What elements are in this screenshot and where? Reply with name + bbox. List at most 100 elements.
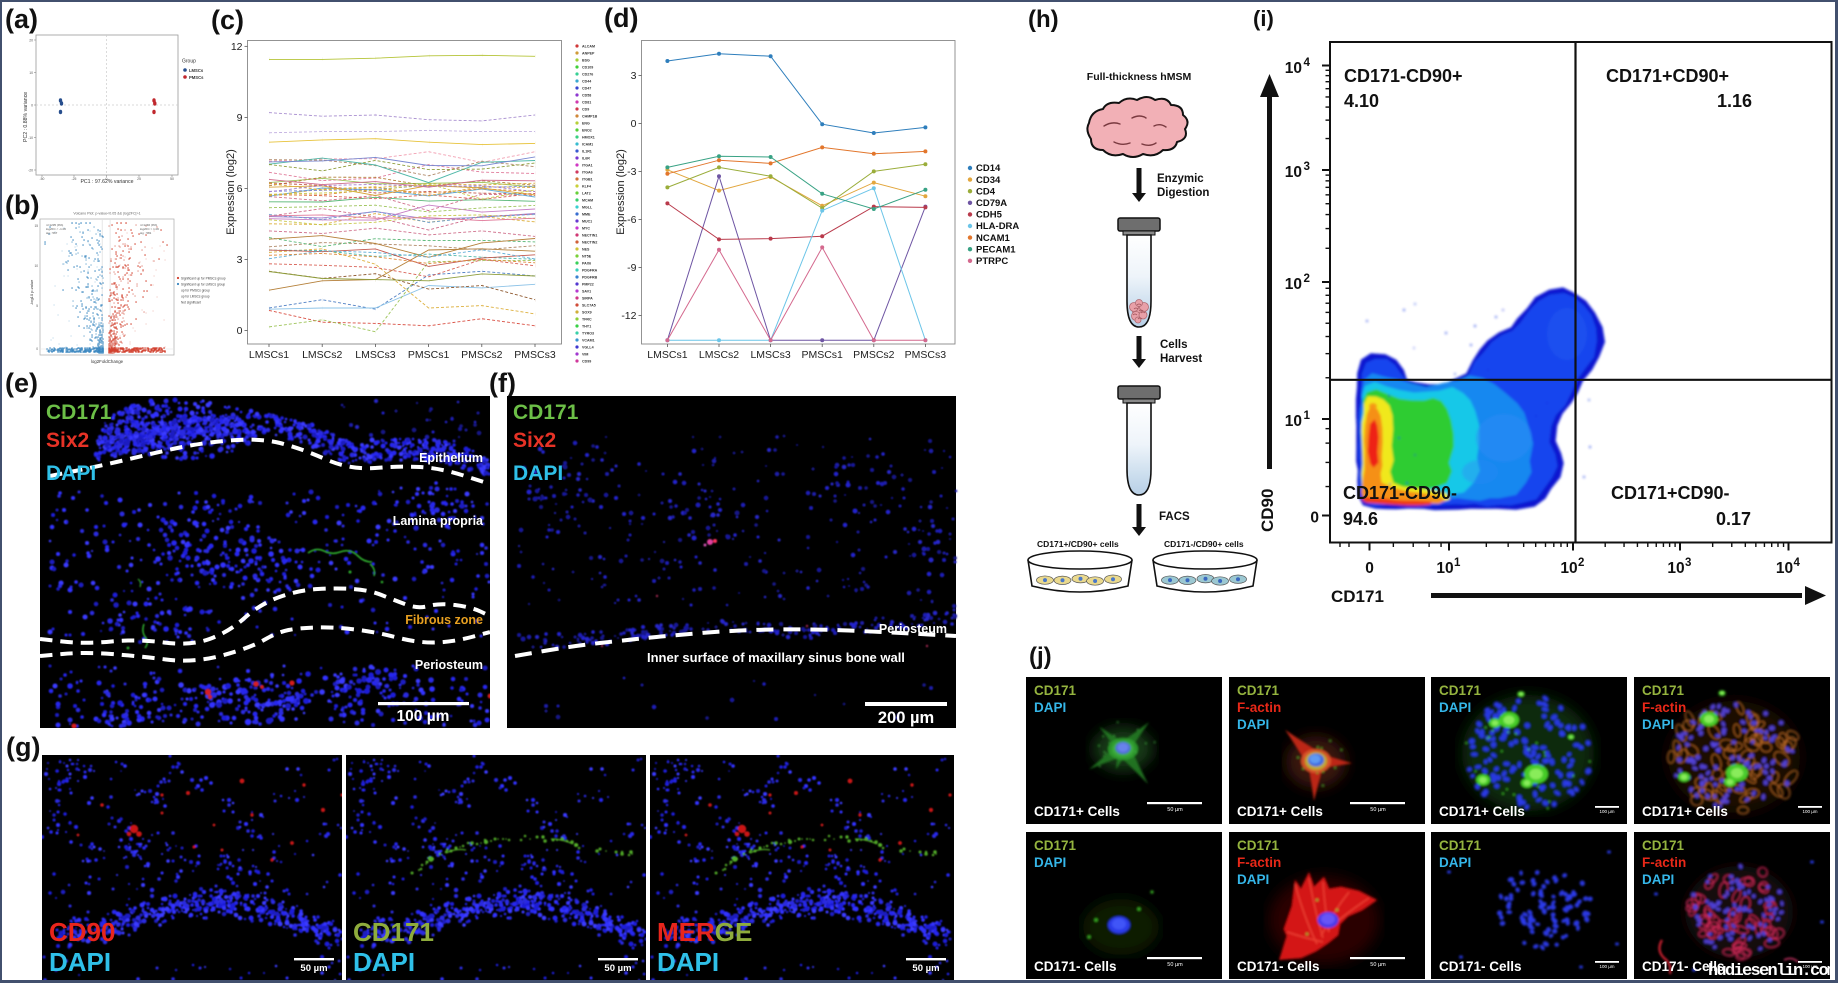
svg-text:PMSCs2: PMSCs2 bbox=[853, 349, 895, 361]
svg-text:1: 1 bbox=[1304, 409, 1311, 422]
svg-text:log2FC < -1.06: log2FC < -1.06 bbox=[46, 227, 66, 231]
svg-text:CD90: CD90 bbox=[49, 917, 115, 947]
svg-text:DAPI: DAPI bbox=[513, 462, 563, 485]
svg-text:CD4: CD4 bbox=[976, 186, 996, 197]
svg-text:Cells: Cells bbox=[1160, 339, 1188, 351]
svg-text:CD171: CD171 bbox=[1237, 838, 1280, 853]
svg-text:PDGFRA: PDGFRA bbox=[582, 269, 598, 273]
svg-text:ENO2: ENO2 bbox=[582, 129, 592, 133]
svg-text:F-actin: F-actin bbox=[1237, 700, 1281, 715]
svg-text:CD44: CD44 bbox=[582, 80, 591, 84]
svg-text:PMSCs1: PMSCs1 bbox=[408, 349, 450, 361]
svg-text:CD171-/CD90+ cells: CD171-/CD90+ cells bbox=[1164, 539, 1244, 549]
svg-text:(j): (j) bbox=[1029, 643, 1052, 670]
svg-text:Six2: Six2 bbox=[513, 429, 556, 452]
svg-text:2: 2 bbox=[1578, 557, 1584, 569]
svg-text:-10: -10 bbox=[28, 136, 33, 140]
svg-text:Significant up for PMSCs group: Significant up for PMSCs group bbox=[181, 277, 226, 281]
svg-text:10: 10 bbox=[1285, 60, 1302, 77]
svg-text:CD171: CD171 bbox=[513, 401, 579, 424]
svg-text:-25: -25 bbox=[72, 177, 77, 181]
svg-text:CD171: CD171 bbox=[353, 917, 434, 947]
svg-text:CD171-CD90-: CD171-CD90- bbox=[1343, 483, 1457, 503]
svg-text:10: 10 bbox=[29, 71, 33, 75]
svg-text:5: 5 bbox=[36, 304, 38, 308]
svg-text:10: 10 bbox=[1285, 276, 1302, 293]
svg-text:LMSCs2: LMSCs2 bbox=[302, 349, 342, 361]
svg-text:Expression (log2): Expression (log2) bbox=[615, 149, 627, 235]
svg-text:3: 3 bbox=[1685, 557, 1691, 569]
svg-text:Six2: Six2 bbox=[46, 429, 89, 452]
svg-text:CD171+ Cells: CD171+ Cells bbox=[1439, 804, 1525, 819]
svg-text:CD79A: CD79A bbox=[976, 198, 1007, 209]
svg-text:FACS: FACS bbox=[1159, 511, 1190, 523]
svg-text:(a): (a) bbox=[5, 4, 38, 34]
svg-text:VGLL4: VGLL4 bbox=[582, 346, 594, 350]
svg-text:100 µm: 100 µm bbox=[1802, 809, 1817, 814]
svg-text:IL6R: IL6R bbox=[582, 157, 590, 161]
svg-text:10: 10 bbox=[1285, 413, 1302, 430]
svg-text:MCAM: MCAM bbox=[582, 199, 593, 203]
svg-text:50 µm: 50 µm bbox=[912, 963, 939, 974]
svg-text:SLC7A5: SLC7A5 bbox=[582, 304, 596, 308]
svg-text:ITGB1: ITGB1 bbox=[582, 178, 593, 182]
svg-text:MME: MME bbox=[582, 213, 591, 217]
svg-text:CD81: CD81 bbox=[582, 101, 591, 105]
svg-text:CD14: CD14 bbox=[976, 163, 1001, 174]
svg-text:4.10: 4.10 bbox=[1344, 91, 1379, 111]
svg-text:ITGA6: ITGA6 bbox=[582, 171, 593, 175]
svg-text:6: 6 bbox=[237, 183, 243, 195]
svg-text:DAPI: DAPI bbox=[1642, 717, 1674, 732]
svg-text:CD171-CD90+: CD171-CD90+ bbox=[1344, 66, 1463, 86]
svg-text:CD276: CD276 bbox=[582, 73, 593, 77]
svg-text:LAT2: LAT2 bbox=[582, 192, 591, 196]
svg-text:MERGE: MERGE bbox=[657, 917, 752, 947]
svg-text:n=1246 (9%): n=1246 (9%) bbox=[140, 223, 157, 227]
svg-text:DAPI: DAPI bbox=[1439, 700, 1471, 715]
svg-text:10: 10 bbox=[1560, 560, 1577, 577]
svg-text:PMP22: PMP22 bbox=[582, 283, 594, 287]
svg-text:NT5E: NT5E bbox=[582, 255, 592, 259]
svg-text:3: 3 bbox=[1304, 160, 1311, 173]
svg-text:THY1: THY1 bbox=[582, 325, 591, 329]
svg-text:4: 4 bbox=[1794, 557, 1801, 569]
svg-text:-6: -6 bbox=[627, 214, 636, 226]
svg-text:F-actin: F-actin bbox=[1642, 700, 1686, 715]
svg-text:DAPI: DAPI bbox=[1642, 872, 1674, 887]
svg-text:PMSCs2: PMSCs2 bbox=[461, 349, 503, 361]
svg-text:0: 0 bbox=[237, 325, 243, 337]
svg-text:CD109: CD109 bbox=[582, 66, 593, 70]
svg-text:sig : 581: sig : 581 bbox=[140, 231, 152, 235]
svg-text:CD171+ Cells: CD171+ Cells bbox=[1237, 804, 1323, 819]
svg-text:50 µm: 50 µm bbox=[1370, 962, 1386, 968]
svg-text:(e): (e) bbox=[5, 368, 38, 398]
svg-text:-50: -50 bbox=[40, 177, 45, 181]
svg-text:HLA-DRA: HLA-DRA bbox=[976, 221, 1019, 232]
svg-text:CD171+ Cells: CD171+ Cells bbox=[1642, 804, 1728, 819]
svg-text:Harvest: Harvest bbox=[1160, 353, 1202, 365]
svg-text:9: 9 bbox=[237, 112, 243, 124]
svg-text:CD171: CD171 bbox=[1439, 838, 1482, 853]
svg-text:LMSCs3: LMSCs3 bbox=[750, 349, 790, 361]
svg-text:100 µm: 100 µm bbox=[1599, 964, 1614, 969]
svg-text:0.17: 0.17 bbox=[1716, 509, 1751, 529]
svg-text:NECTIN1: NECTIN1 bbox=[582, 234, 597, 238]
svg-text:10: 10 bbox=[1436, 560, 1453, 577]
svg-text:SIRPA: SIRPA bbox=[582, 297, 593, 301]
svg-text:Group: Group bbox=[182, 59, 196, 65]
svg-text:CD171+ Cells: CD171+ Cells bbox=[1034, 804, 1120, 819]
svg-text:TFRC: TFRC bbox=[582, 318, 592, 322]
svg-text:-9: -9 bbox=[627, 262, 636, 274]
svg-text:ALCAM: ALCAM bbox=[582, 45, 595, 49]
svg-text:CD47: CD47 bbox=[582, 87, 591, 91]
svg-text:Inner surface of maxillary sin: Inner surface of maxillary sinus bone wa… bbox=[647, 650, 905, 665]
svg-text:50 µm: 50 µm bbox=[604, 963, 631, 974]
svg-text:MUC1: MUC1 bbox=[582, 220, 592, 224]
svg-text:PMSCs1: PMSCs1 bbox=[801, 349, 843, 361]
svg-text:1: 1 bbox=[1454, 557, 1461, 569]
svg-text:CD171: CD171 bbox=[1642, 683, 1685, 698]
svg-text:PDGFRB: PDGFRB bbox=[582, 276, 598, 280]
svg-text:-log10 p-value: -log10 p-value bbox=[29, 279, 34, 305]
svg-text:CD171: CD171 bbox=[1331, 587, 1384, 606]
svg-text:VCAM1: VCAM1 bbox=[582, 339, 595, 343]
